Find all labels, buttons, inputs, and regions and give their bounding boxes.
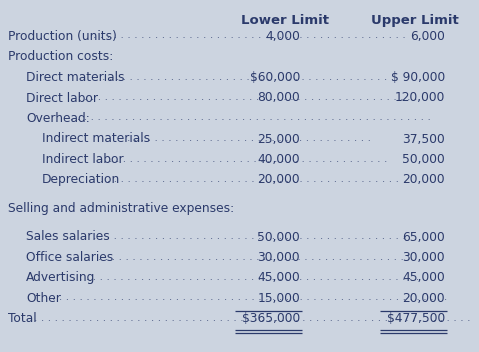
Text: $365,000: $365,000: [242, 313, 300, 326]
Text: Depreciation: Depreciation: [42, 174, 120, 187]
Text: . . . . . . . . . . . . . . . . . . . . . . . . . . . . . . . . . . . . . . . . : . . . . . . . . . . . . . . . . . . . . …: [93, 231, 410, 241]
Text: 6,000: 6,000: [410, 30, 445, 43]
Text: Overhead:: Overhead:: [26, 112, 90, 125]
Text: . . . . . . . . . . . . . . . . . . . . . . . . . . . . . . . . . . . . . . . . : . . . . . . . . . . . . . . . . . . . . …: [84, 92, 421, 102]
Text: 37,500: 37,500: [402, 132, 445, 145]
Text: 120,000: 120,000: [395, 92, 445, 105]
Text: Indirect materials: Indirect materials: [42, 132, 150, 145]
Text: 20,000: 20,000: [402, 292, 445, 305]
Text: 40,000: 40,000: [257, 153, 300, 166]
Text: Production (units): Production (units): [8, 30, 117, 43]
Text: Office salaries: Office salaries: [26, 251, 113, 264]
Text: 65,000: 65,000: [402, 231, 445, 244]
Text: . . . . . . . . . . . . . . . . . . . . . . . . . . . . . . . . . . . . . . . . : . . . . . . . . . . . . . . . . . . . . …: [70, 113, 434, 122]
Text: . . . . . . . . . . . . . . . . . . . . . . . . . . . . . . . . . . . . . . . . : . . . . . . . . . . . . . . . . . . . . …: [34, 313, 474, 323]
Text: . . . . . . . . . . . . . . . . . . . . . . . . . . . . . . . . . . . . . . . . : . . . . . . . . . . . . . . . . . . . . …: [102, 71, 398, 82]
Text: 45,000: 45,000: [402, 271, 445, 284]
Text: $477,500: $477,500: [387, 313, 445, 326]
Text: Production costs:: Production costs:: [8, 50, 113, 63]
Text: 20,000: 20,000: [257, 174, 300, 187]
Text: . . . . . . . . . . . . . . . . . . . . . . . . . . . . . . . . . . . .: . . . . . . . . . . . . . . . . . . . . …: [127, 133, 375, 143]
Text: 80,000: 80,000: [257, 92, 300, 105]
Text: . . . . . . . . . . . . . . . . . . . . . . . . . . . . . . . . . . . . . . . . : . . . . . . . . . . . . . . . . . . . . …: [109, 153, 391, 163]
Text: . . . . . . . . . . . . . . . . . . . . . . . . . . . . . . . . . . . . . . . . : . . . . . . . . . . . . . . . . . . . . …: [100, 174, 402, 184]
Text: Total: Total: [8, 313, 36, 326]
Text: Selling and administrative expenses:: Selling and administrative expenses:: [8, 202, 234, 215]
Text: 20,000: 20,000: [402, 174, 445, 187]
Text: Lower Limit: Lower Limit: [241, 14, 329, 27]
Text: 30,000: 30,000: [402, 251, 445, 264]
Text: Direct labor: Direct labor: [26, 92, 98, 105]
Text: 45,000: 45,000: [257, 271, 300, 284]
Text: 25,000: 25,000: [257, 132, 300, 145]
Text: Direct materials: Direct materials: [26, 71, 125, 84]
Text: Other: Other: [26, 292, 61, 305]
Text: . . . . . . . . . . . . . . . . . . . . . . . . . . . . . . . . . . . . . . . . : . . . . . . . . . . . . . . . . . . . . …: [93, 31, 410, 40]
Text: 15,000: 15,000: [257, 292, 300, 305]
Text: 30,000: 30,000: [257, 251, 300, 264]
Text: . . . . . . . . . . . . . . . . . . . . . . . . . . . . . . . . . . . . . . . . : . . . . . . . . . . . . . . . . . . . . …: [80, 272, 423, 282]
Text: 50,000: 50,000: [257, 231, 300, 244]
Text: Sales salaries: Sales salaries: [26, 231, 110, 244]
Text: Upper Limit: Upper Limit: [371, 14, 459, 27]
Text: 4,000: 4,000: [265, 30, 300, 43]
Text: . . . . . . . . . . . . . . . . . . . . . . . . . . . . . . . . . . . . . . . . : . . . . . . . . . . . . . . . . . . . . …: [98, 251, 407, 262]
Text: Advertising: Advertising: [26, 271, 95, 284]
Text: $60,000: $60,000: [250, 71, 300, 84]
Text: 50,000: 50,000: [402, 153, 445, 166]
Text: Indirect labor: Indirect labor: [42, 153, 124, 166]
Text: . . . . . . . . . . . . . . . . . . . . . . . . . . . . . . . . . . . . . . . . : . . . . . . . . . . . . . . . . . . . . …: [52, 293, 451, 302]
Text: $ 90,000: $ 90,000: [391, 71, 445, 84]
